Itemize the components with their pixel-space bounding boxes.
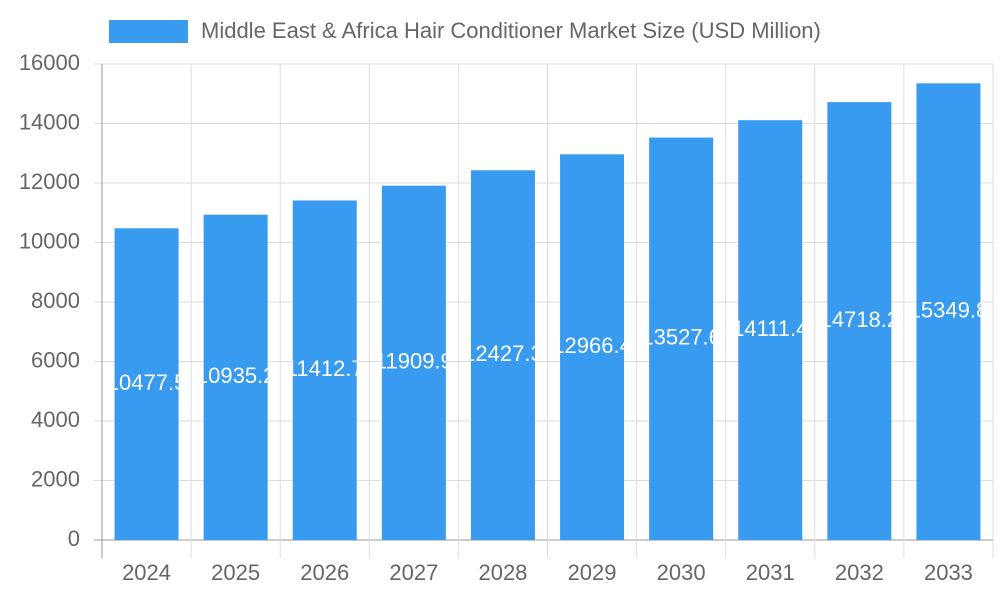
y-tick-label: 8000 <box>31 288 80 313</box>
value-label: 10935.2 <box>196 363 276 388</box>
bar <box>827 102 892 541</box>
bar <box>114 228 179 540</box>
bar <box>738 120 803 540</box>
bar <box>381 185 446 540</box>
x-tick-label: 2031 <box>746 560 795 585</box>
bar <box>292 200 357 540</box>
value-label: 14111.4 <box>732 316 808 341</box>
x-tick-label: 2032 <box>835 560 884 585</box>
bar <box>203 214 268 540</box>
bar <box>470 170 535 540</box>
y-tick-label: 2000 <box>31 466 80 491</box>
bar <box>560 154 625 540</box>
bar <box>649 137 714 540</box>
legend-label: Middle East & Africa Hair Conditioner Ma… <box>201 18 821 43</box>
value-label: 11909.9 <box>375 349 453 374</box>
y-tick-label: 10000 <box>19 228 80 253</box>
value-label: 12427.3 <box>463 341 543 366</box>
x-tick-label: 2027 <box>389 560 438 585</box>
value-label: 15349.8 <box>909 297 989 322</box>
x-tick-label: 2029 <box>568 560 617 585</box>
bar <box>916 83 981 541</box>
value-label: 12966.4 <box>552 333 632 358</box>
y-tick-label: 12000 <box>19 169 80 194</box>
x-tick-label: 2028 <box>478 560 527 585</box>
y-tick-label: 6000 <box>31 347 80 372</box>
x-tick-label: 2033 <box>924 560 973 585</box>
value-label: 14718.2 <box>820 307 900 332</box>
x-tick-label: 2030 <box>657 560 706 585</box>
value-label: 11412.7 <box>286 356 364 381</box>
x-tick-label: 2025 <box>211 560 260 585</box>
legend-swatch <box>109 20 188 43</box>
y-tick-label: 0 <box>68 526 80 551</box>
x-tick-label: 2024 <box>122 560 171 585</box>
y-tick-label: 16000 <box>19 50 80 75</box>
y-tick-label: 4000 <box>31 407 80 432</box>
value-label: 13527.6 <box>641 325 721 350</box>
value-label: 10477.5 <box>107 370 187 395</box>
y-tick-label: 14000 <box>19 109 80 134</box>
x-tick-label: 2026 <box>300 560 349 585</box>
